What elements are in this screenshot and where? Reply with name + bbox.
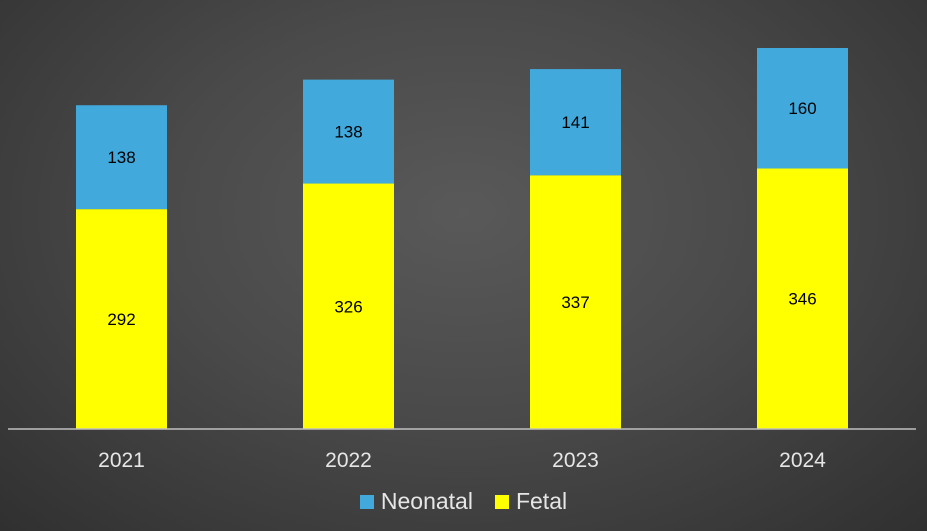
data-label-neonatal-2023: 141 <box>561 113 589 132</box>
data-label-fetal-2021: 292 <box>107 310 135 329</box>
bar-neonatal-2021 <box>76 105 167 210</box>
bar-neonatal-2024 <box>757 48 848 169</box>
data-label-neonatal-2024: 160 <box>788 99 816 118</box>
legend-item-neonatal: Neonatal <box>359 488 473 515</box>
legend-swatch-fetal <box>494 494 509 509</box>
bar-neonatal-2022 <box>303 79 394 184</box>
legend-item-fetal: Fetal <box>494 488 568 515</box>
data-label-fetal-2022: 326 <box>334 297 362 316</box>
x-tick-label-2022: 2022 <box>325 449 372 472</box>
legend: Neonatal Fetal <box>0 488 927 515</box>
x-tick-label-2023: 2023 <box>552 449 599 472</box>
bar-neonatal-2023 <box>530 69 621 176</box>
legend-label-fetal: Fetal <box>515 488 568 514</box>
x-tick-label-2024: 2024 <box>779 449 826 472</box>
data-label-neonatal-2022: 138 <box>334 123 362 142</box>
data-label-fetal-2024: 346 <box>788 290 816 309</box>
legend-swatch-neonatal <box>359 494 374 509</box>
bar-fetal-2022 <box>303 183 394 429</box>
bar-fetal-2021 <box>76 209 167 429</box>
legend-label-neonatal: Neonatal <box>380 488 473 514</box>
bar-fetal-2024 <box>757 168 848 429</box>
data-label-neonatal-2021: 138 <box>107 148 135 167</box>
bar-fetal-2023 <box>530 175 621 429</box>
data-label-fetal-2023: 337 <box>561 293 589 312</box>
x-tick-label-2021: 2021 <box>98 449 145 472</box>
